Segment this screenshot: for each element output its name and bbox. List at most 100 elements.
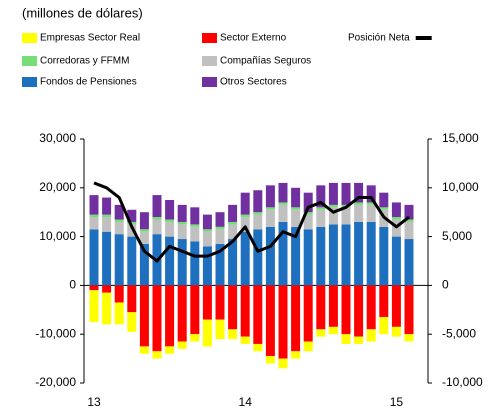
legend-label: Fondos de Pensiones: [40, 77, 137, 88]
bar-segment: [265, 226, 275, 286]
bar-segment: [291, 285, 301, 352]
bar-segment: [139, 243, 149, 286]
bar-segment: [102, 197, 112, 215]
bar-segment: [291, 187, 301, 208]
bar-segment: [165, 221, 175, 237]
bar-segment: [391, 202, 401, 218]
bar-segment: [127, 285, 137, 313]
bar-segment: [102, 292, 112, 325]
bar-segment: [379, 207, 389, 210]
bar-segment: [190, 224, 200, 227]
bar-segment: [177, 224, 187, 240]
bar-segment: [228, 285, 238, 330]
y-tick-label: 0: [69, 278, 76, 292]
bar-segment: [228, 204, 238, 222]
bar-segment: [114, 221, 124, 235]
bar-segment: [114, 302, 124, 325]
bar-segment: [341, 285, 351, 335]
bar-segment: [89, 290, 99, 322]
bar-segment: [303, 341, 313, 352]
y-tick-label: -20,000: [35, 375, 76, 389]
bar-segment: [215, 226, 225, 230]
bar-segment: [240, 217, 250, 232]
bar-segment: [177, 221, 187, 225]
bar-segment: [253, 343, 263, 352]
bar-segment: [253, 285, 263, 344]
bar-segment: [354, 285, 364, 337]
bar-segment: [202, 246, 212, 286]
bar-segment: [202, 319, 212, 347]
bar-segment: [240, 285, 250, 337]
bar-segment: [354, 182, 364, 203]
bar-segment: [291, 226, 301, 286]
bar-segment: [190, 285, 200, 335]
bar-segment: [228, 329, 238, 340]
y2-tick-label: 5,000: [442, 229, 472, 243]
bar-segment: [190, 241, 200, 286]
bar-segment: [152, 195, 162, 218]
bar-segment: [366, 204, 376, 222]
bar-segment: [328, 204, 338, 208]
bar-segment: [278, 221, 288, 286]
bar-segment: [291, 207, 301, 210]
bar-segment: [89, 229, 99, 286]
bar-segment: [404, 204, 414, 220]
bar-segment: [127, 312, 137, 332]
bar-segment: [265, 285, 275, 357]
legend-swatch: [22, 56, 37, 66]
bar-segment: [328, 224, 338, 286]
y-tick-label: 30,000: [39, 131, 76, 145]
chart-subtitle: (millones de dólares): [22, 5, 143, 20]
bar-segment: [177, 239, 187, 286]
bar-segment: [291, 351, 301, 359]
bar-segment: [102, 214, 112, 218]
bar-segment: [240, 214, 250, 218]
bar-segment: [215, 243, 225, 286]
bar-segment: [240, 336, 250, 344]
bar-segment: [316, 209, 326, 227]
bar-segment: [177, 285, 187, 342]
bar-segment: [341, 224, 351, 286]
bar-segment: [165, 200, 175, 220]
bar-segment: [366, 329, 376, 342]
bar-segment: [165, 219, 175, 222]
bar-segment: [354, 336, 364, 344]
x-tick-label: 13: [87, 395, 101, 409]
bar-segment: [190, 226, 200, 242]
bar-segment: [391, 217, 401, 220]
bar-segment: [316, 226, 326, 286]
bar-segment: [228, 239, 238, 286]
bar-segment: [215, 319, 225, 340]
bar-segment: [328, 207, 338, 225]
bar-segment: [139, 231, 149, 244]
legend-label: Compañías Seguros: [220, 56, 311, 67]
bar-segment: [404, 334, 414, 342]
bar-segment: [202, 214, 212, 230]
bar-segment: [114, 219, 124, 222]
bar-segment: [354, 221, 364, 286]
bar-segment: [152, 217, 162, 220]
bar-segment: [316, 329, 326, 337]
bar-segment: [165, 236, 175, 286]
bar-segment: [278, 358, 288, 369]
bar-segment: [89, 217, 99, 230]
bar-segment: [404, 285, 414, 335]
bar-segment: [379, 226, 389, 286]
bar-segment: [366, 285, 376, 330]
bar-segment: [278, 182, 288, 203]
bar-segment: [102, 231, 112, 286]
bar-segment: [139, 346, 149, 354]
bar-segment: [278, 285, 288, 359]
bar-segment: [139, 285, 149, 347]
y-tick-label: 20,000: [39, 180, 76, 194]
bar-segment: [391, 326, 401, 337]
bar-segment: [177, 341, 187, 349]
bar-segment: [278, 202, 288, 205]
bar-segment: [165, 346, 175, 354]
bar-segment: [265, 356, 275, 364]
bar-segment: [316, 285, 326, 330]
y2-tick-label: 10,000: [442, 180, 479, 194]
bar-segment: [404, 239, 414, 286]
bar-segment: [240, 231, 250, 286]
bar-segment: [328, 182, 338, 205]
